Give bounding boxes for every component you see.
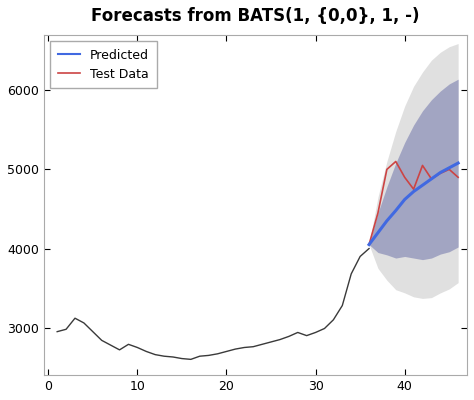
Title: Forecasts from BATS(1, {0,0}, 1, -): Forecasts from BATS(1, {0,0}, 1, -) xyxy=(91,7,419,25)
Legend: Predicted, Test Data: Predicted, Test Data xyxy=(50,41,156,88)
